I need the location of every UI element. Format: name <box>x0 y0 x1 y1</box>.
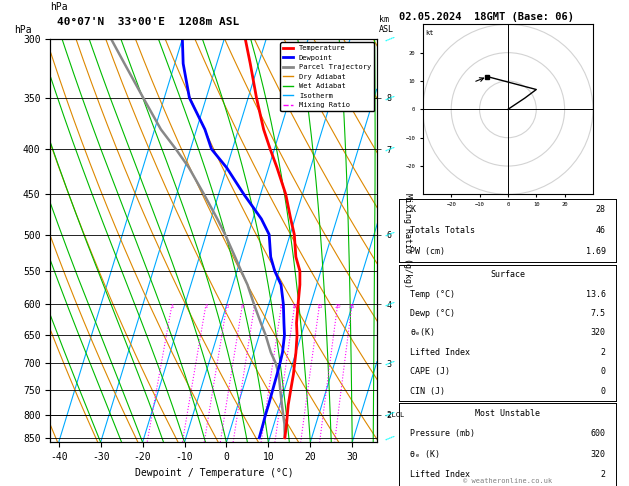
Text: /: / <box>382 143 394 155</box>
Text: 46: 46 <box>596 226 606 235</box>
Text: CAPE (J): CAPE (J) <box>410 367 450 376</box>
Text: Pressure (mb): Pressure (mb) <box>410 429 476 438</box>
Text: 8: 8 <box>280 304 283 310</box>
Text: Totals Totals: Totals Totals <box>410 226 476 235</box>
Text: 13.6: 13.6 <box>586 290 606 298</box>
Text: 1.69: 1.69 <box>586 247 606 257</box>
Text: 320: 320 <box>591 450 606 458</box>
Text: CIN (J): CIN (J) <box>410 387 445 396</box>
Text: /: / <box>382 229 394 240</box>
Text: 25: 25 <box>349 304 355 310</box>
Text: 3: 3 <box>225 304 228 310</box>
Text: θₑ(K): θₑ(K) <box>410 329 435 337</box>
Text: /: / <box>382 409 394 420</box>
Text: /: / <box>382 92 394 104</box>
Text: 5: 5 <box>253 304 257 310</box>
Text: Temp (°C): Temp (°C) <box>410 290 455 298</box>
Text: -2LCL: -2LCL <box>384 412 405 417</box>
Text: 2: 2 <box>204 304 208 310</box>
Text: 10: 10 <box>292 304 298 310</box>
Text: 02.05.2024  18GMT (Base: 06): 02.05.2024 18GMT (Base: 06) <box>399 12 574 22</box>
Text: 320: 320 <box>591 329 606 337</box>
Text: hPa: hPa <box>14 25 32 35</box>
Text: Lifted Index: Lifted Index <box>410 470 470 479</box>
Text: PW (cm): PW (cm) <box>410 247 445 257</box>
Text: θₑ (K): θₑ (K) <box>410 450 440 458</box>
Text: 4: 4 <box>241 304 244 310</box>
Text: 20: 20 <box>335 304 341 310</box>
Y-axis label: Mixing Ratio (g/kg): Mixing Ratio (g/kg) <box>403 193 411 288</box>
Text: 2: 2 <box>601 470 606 479</box>
Text: 15: 15 <box>316 304 323 310</box>
Text: /: / <box>382 432 394 443</box>
Text: 7.5: 7.5 <box>591 309 606 318</box>
Text: Dewp (°C): Dewp (°C) <box>410 309 455 318</box>
Text: K: K <box>410 205 415 214</box>
Text: 28: 28 <box>596 205 606 214</box>
Text: 40°07'N  33°00'E  1208m ASL: 40°07'N 33°00'E 1208m ASL <box>57 17 239 27</box>
Text: 600: 600 <box>591 429 606 438</box>
Text: Surface: Surface <box>491 270 525 279</box>
Legend: Temperature, Dewpoint, Parcel Trajectory, Dry Adiabat, Wet Adiabat, Isotherm, Mi: Temperature, Dewpoint, Parcel Trajectory… <box>280 42 374 111</box>
X-axis label: Dewpoint / Temperature (°C): Dewpoint / Temperature (°C) <box>135 468 293 478</box>
Text: /: / <box>382 33 394 45</box>
Text: /: / <box>382 299 394 310</box>
Text: hPa: hPa <box>50 2 68 12</box>
Text: 1: 1 <box>170 304 174 310</box>
Text: 2: 2 <box>601 348 606 357</box>
Text: kt: kt <box>426 30 434 36</box>
Text: © weatheronline.co.uk: © weatheronline.co.uk <box>464 478 552 484</box>
Text: /: / <box>382 358 394 369</box>
Text: km
ASL: km ASL <box>379 15 394 34</box>
Text: 0: 0 <box>601 387 606 396</box>
Text: 0: 0 <box>601 367 606 376</box>
Text: Lifted Index: Lifted Index <box>410 348 470 357</box>
Text: Most Unstable: Most Unstable <box>476 409 540 418</box>
